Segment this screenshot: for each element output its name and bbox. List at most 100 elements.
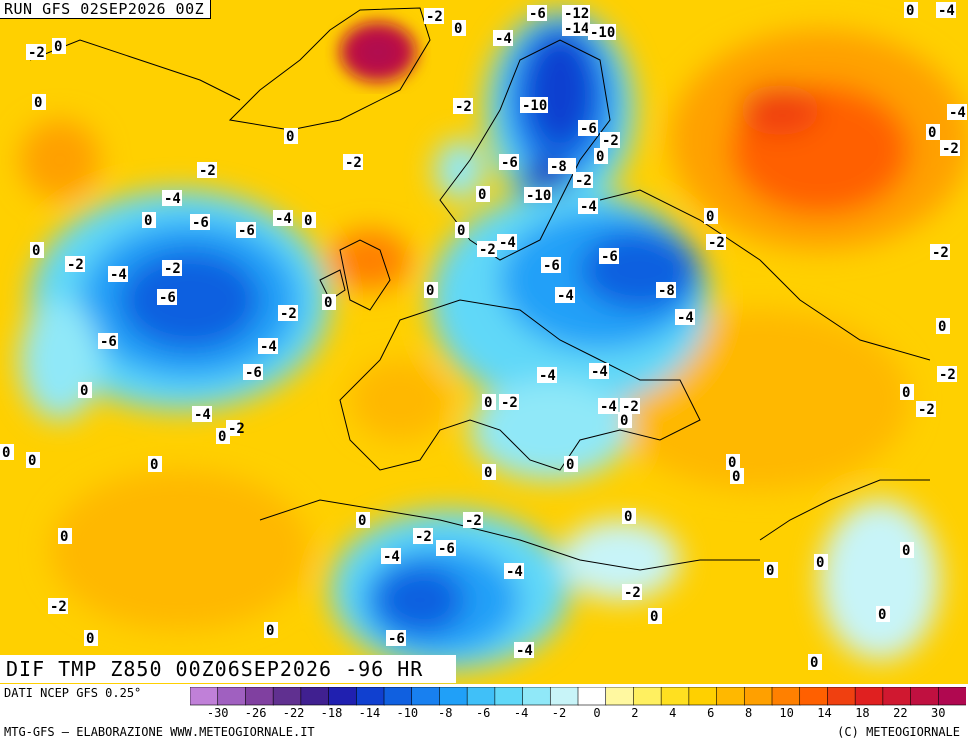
contour-label: 0 xyxy=(730,468,744,485)
svg-text:-4: -4 xyxy=(600,399,617,415)
contour-label: 0 xyxy=(726,454,740,471)
svg-text:0: 0 xyxy=(706,209,714,225)
contour-label: 0 xyxy=(52,38,66,55)
contour-label: -4 xyxy=(258,338,278,355)
contour-label: 0 xyxy=(936,318,950,335)
contour-label: 0 xyxy=(564,456,578,473)
svg-text:0: 0 xyxy=(766,563,774,579)
legend-swatch xyxy=(660,686,690,706)
svg-text:0: 0 xyxy=(906,3,914,19)
svg-text:-6: -6 xyxy=(159,290,176,306)
contour-label: 0 xyxy=(900,542,914,559)
legend-swatch xyxy=(494,686,524,706)
legend-swatch xyxy=(522,686,552,706)
legend-swatch xyxy=(189,686,219,706)
legend-swatch xyxy=(854,686,884,706)
legend-swatch xyxy=(217,686,247,706)
svg-text:-10: -10 xyxy=(526,188,551,204)
legend-tick-label: -10 xyxy=(396,706,419,720)
svg-text:0: 0 xyxy=(86,631,94,647)
contour-label: -10 xyxy=(588,24,616,41)
contour-label: -4 xyxy=(381,548,401,565)
svg-text:0: 0 xyxy=(454,21,462,37)
legend-swatch xyxy=(633,686,662,706)
temperature-anomaly-map: -2 -4 -6 -6 -4 -6 -6 -6 -4 -4 -4 -2 -2 -… xyxy=(0,0,968,684)
legend-swatch xyxy=(882,686,912,706)
contour-label: 0 xyxy=(452,20,466,37)
contour-label: 0 xyxy=(594,148,608,165)
legend-tick-label: 4 xyxy=(669,706,677,720)
contour-label: 0 xyxy=(32,94,46,111)
contour-label: -2 xyxy=(65,256,85,273)
contour-label: -2 xyxy=(343,154,363,171)
svg-text:-2: -2 xyxy=(228,421,245,437)
svg-text:-4: -4 xyxy=(506,564,523,580)
svg-text:-4: -4 xyxy=(383,549,400,565)
svg-text:-6: -6 xyxy=(388,631,405,647)
contour-label: 0 xyxy=(482,394,496,411)
svg-text:-2: -2 xyxy=(918,402,935,418)
svg-text:-2: -2 xyxy=(622,399,639,415)
contour-label: -10 xyxy=(524,187,552,204)
contour-label: -4 xyxy=(504,563,524,580)
svg-text:-6: -6 xyxy=(245,365,262,381)
svg-text:0: 0 xyxy=(902,385,910,401)
svg-text:-4: -4 xyxy=(949,105,966,121)
contour-label: -4 xyxy=(493,30,513,47)
contour-label: 0 xyxy=(704,208,718,225)
contour-label: 0 xyxy=(648,608,662,625)
svg-text:0: 0 xyxy=(566,457,574,473)
svg-text:0: 0 xyxy=(484,465,492,481)
svg-text:-6: -6 xyxy=(100,334,117,350)
contour-label: 0 xyxy=(482,464,496,481)
legend-swatch xyxy=(716,686,746,706)
contour-label: -12 xyxy=(562,5,590,22)
contour-label: -2 xyxy=(940,140,960,157)
contour-label: -2 xyxy=(226,420,245,437)
svg-text:0: 0 xyxy=(286,129,294,145)
legend-tick-label: -8 xyxy=(438,706,453,720)
legend-swatch xyxy=(411,686,441,706)
contour-label: -6 xyxy=(578,120,598,137)
svg-text:0: 0 xyxy=(218,429,226,445)
svg-text:-4: -4 xyxy=(516,643,533,659)
contour-label: -6 xyxy=(243,364,263,381)
contour-label: 0 xyxy=(808,654,822,671)
svg-text:0: 0 xyxy=(732,469,740,485)
svg-text:-14: -14 xyxy=(564,21,589,37)
svg-text:-4: -4 xyxy=(495,31,512,47)
svg-text:0: 0 xyxy=(728,455,736,471)
contour-label: -2 xyxy=(930,244,950,261)
credit-left: MTG-GFS — ELABORAZIONE WWW.METEOGIORNALE… xyxy=(4,725,315,739)
svg-text:0: 0 xyxy=(620,413,628,429)
contour-label: 0 xyxy=(622,508,636,525)
svg-text:-4: -4 xyxy=(194,407,211,423)
credit-right: (C) METEOGIORNALE xyxy=(837,725,960,739)
svg-text:-4: -4 xyxy=(275,211,292,227)
svg-text:-12: -12 xyxy=(564,6,589,22)
data-source: DATI NCEP GFS 0.25° xyxy=(4,686,142,700)
svg-text:0: 0 xyxy=(266,623,274,639)
contour-label: -2 xyxy=(48,598,68,615)
svg-text:-2: -2 xyxy=(415,529,432,545)
svg-text:-8: -8 xyxy=(658,283,675,299)
svg-text:-6: -6 xyxy=(580,121,597,137)
svg-text:-6: -6 xyxy=(238,223,255,239)
contour-label: -6 xyxy=(386,630,406,647)
svg-text:0: 0 xyxy=(902,543,910,559)
contour-label: -4 xyxy=(497,234,517,251)
svg-text:-10: -10 xyxy=(590,25,615,41)
svg-text:-2: -2 xyxy=(479,242,496,258)
contour-label: -2 xyxy=(573,172,593,189)
svg-text:0: 0 xyxy=(928,125,936,141)
svg-text:-6: -6 xyxy=(529,6,546,22)
contour-label: -4 xyxy=(675,309,695,326)
svg-text:-2: -2 xyxy=(932,245,949,261)
legend-swatch xyxy=(577,686,607,706)
legend-tick-label: 2 xyxy=(631,706,639,720)
contour-label: 0 xyxy=(26,452,40,469)
contour-label: 0 xyxy=(618,412,632,429)
contour-label: 0 xyxy=(322,294,336,311)
svg-text:-2: -2 xyxy=(465,513,482,529)
legend-swatch xyxy=(799,686,829,706)
